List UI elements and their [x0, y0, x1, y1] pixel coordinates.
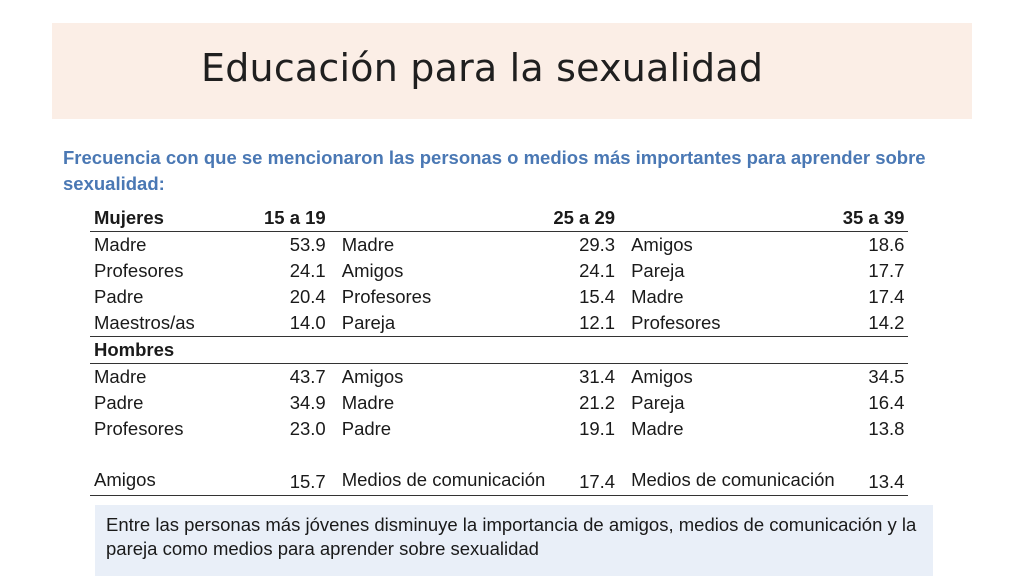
- frequency-value: 31.4: [579, 366, 616, 387]
- source-label: Madre: [341, 392, 395, 413]
- frequency-value: 13.8: [868, 418, 905, 439]
- source-label: Madre: [631, 418, 684, 439]
- frequency-value: 43.7: [289, 366, 326, 387]
- source-label: Padre: [94, 286, 144, 307]
- frequency-value: 19.1: [579, 418, 616, 439]
- frequency-value: 17.4: [868, 286, 905, 307]
- table-row: Profesores 23.0 Padre 19.1 Madre 13.8: [90, 416, 908, 442]
- frequency-value: 14.0: [260, 310, 330, 337]
- frequency-value: 13.4: [838, 442, 909, 496]
- source-label: Profesores: [94, 418, 184, 439]
- source-label: Madre: [631, 286, 684, 307]
- frequency-value: 24.1: [579, 260, 616, 281]
- source-label: Madre: [94, 366, 147, 387]
- source-label: Pareja: [631, 392, 685, 413]
- source-label: Profesores: [341, 286, 432, 307]
- frequency-value: 34.5: [868, 366, 905, 387]
- conclusion-box: Entre las personas más jóvenes disminuye…: [95, 505, 933, 576]
- source-label: Pareja: [329, 310, 550, 337]
- frequency-value: 15.4: [579, 286, 616, 307]
- source-label: Amigos: [341, 260, 404, 281]
- frequency-table: Mujeres 15 a 19 25 a 29 35 a 39 Madre 53.…: [90, 205, 909, 496]
- source-label: Padre: [341, 418, 392, 439]
- frequency-value: 12.1: [549, 310, 620, 337]
- source-label: Profesores: [94, 260, 184, 281]
- table-header-row: Mujeres 15 a 19 25 a 29 35 a 39: [90, 205, 909, 232]
- table-caption: Frecuencia con que se mencionaron las pe…: [63, 147, 926, 194]
- frequency-value: 14.2: [838, 310, 909, 337]
- source-label: Profesores: [619, 310, 839, 337]
- frequency-value: 18.6: [868, 234, 905, 255]
- frequency-value: 21.2: [579, 392, 616, 413]
- source-label: Medios de comunicación: [329, 442, 550, 496]
- table-row: Madre 43.7 Amigos 31.4 Amigos 34.5: [90, 364, 908, 391]
- table-row: Amigos 15.7 Medios de comunicación 17.4 Medi…: [90, 442, 909, 496]
- women-label: Mujeres: [90, 205, 260, 232]
- source-label: Madre: [94, 234, 147, 255]
- source-label: Pareja: [631, 260, 685, 281]
- frequency-value: 17.7: [868, 260, 905, 281]
- frequency-value: 20.4: [289, 286, 326, 307]
- age-group-header: 25 a 29: [549, 205, 620, 232]
- men-label: Hombres: [90, 336, 260, 364]
- age-group-header: 15 a 19: [260, 205, 330, 232]
- source-label: Madre: [341, 234, 395, 255]
- table-row: Profesores 24.1 Amigos 24.1 Pareja 17.7: [90, 258, 908, 284]
- source-label: Amigos: [631, 366, 693, 387]
- frequency-value: 24.1: [289, 260, 326, 281]
- age-group-header: 35 a 39: [838, 205, 909, 232]
- men-header-row: Hombres: [90, 336, 909, 364]
- table-row: Maestros/as 14.0 Pareja 12.1 Profesores 14.2: [90, 310, 909, 337]
- table-row: Madre 53.9 Madre 29.3 Amigos 18.6: [90, 232, 908, 259]
- slide-title: Educación para la sexualidad: [201, 46, 764, 90]
- frequency-value: 16.4: [868, 392, 905, 413]
- frequency-value: 34.9: [289, 392, 326, 413]
- frequency-value: 15.7: [260, 442, 330, 496]
- source-label: Amigos: [631, 234, 693, 255]
- table-row: Padre 20.4 Profesores 15.4 Madre 17.4: [90, 284, 908, 310]
- frequency-value: 53.9: [289, 234, 326, 255]
- source-label: Amigos: [90, 442, 260, 496]
- source-label: Amigos: [341, 366, 404, 387]
- frequency-value: 23.0: [289, 418, 326, 439]
- frequency-value: 17.4: [549, 442, 620, 496]
- title-band: [52, 23, 972, 119]
- source-label: Padre: [94, 392, 144, 413]
- table-row: Padre 34.9 Madre 21.2 Pareja 16.4: [90, 390, 908, 416]
- frequency-value: 29.3: [579, 234, 616, 255]
- source-label: Maestros/as: [90, 310, 260, 337]
- source-label: Medios de comunicación: [619, 442, 839, 496]
